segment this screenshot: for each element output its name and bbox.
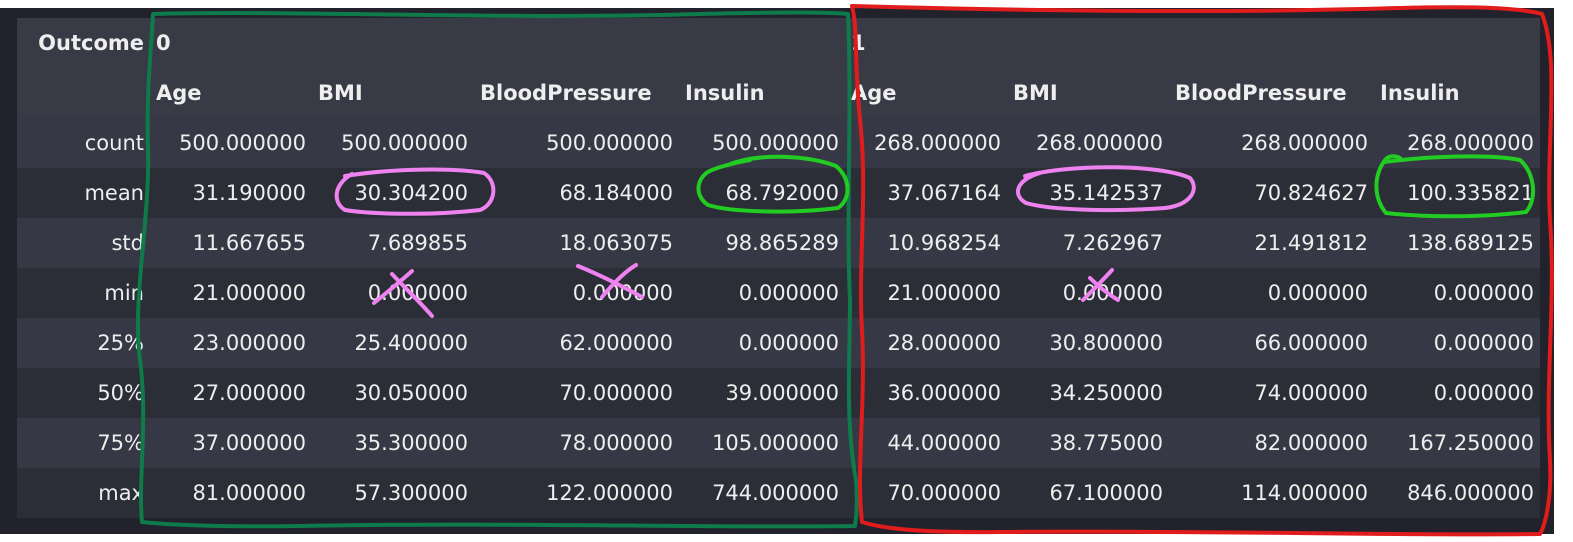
table-cell: 0.000000 — [1433, 381, 1534, 405]
table-cell: 138.689125 — [1407, 231, 1534, 255]
table-cell: 268.000000 — [1036, 131, 1163, 155]
table-cell: 57.300000 — [354, 481, 468, 505]
table-cell: 500.000000 — [712, 131, 839, 155]
table-cell: 30.800000 — [1049, 331, 1163, 355]
table-cell: 66.000000 — [1254, 331, 1368, 355]
row-label: max — [98, 481, 144, 505]
table-row: mean 31.190000 30.304200 68.184000 68.79… — [17, 168, 1540, 218]
column-header: Age — [851, 81, 897, 105]
table-cell: 268.000000 — [1241, 131, 1368, 155]
table-cell: 10.968254 — [887, 231, 1001, 255]
describe-table: Outcome 0 1 Age BMI BloodPressure Insuli… — [17, 18, 1540, 518]
index-name-header: Outcome — [38, 31, 144, 55]
table-cell: 21.491812 — [1254, 231, 1368, 255]
table-cell: 74.000000 — [1254, 381, 1368, 405]
table-cell: 78.000000 — [559, 431, 673, 455]
table-cell: 81.000000 — [192, 481, 306, 505]
table-cell: 39.000000 — [725, 381, 839, 405]
table-cell: 37.000000 — [192, 431, 306, 455]
column-header: Insulin — [1380, 81, 1460, 105]
column-header-row: Age BMI BloodPressure Insulin Age BMI Bl… — [17, 68, 1540, 118]
row-label: mean — [84, 181, 144, 205]
table-cell: 31.190000 — [192, 181, 306, 205]
group-header-1: 1 — [851, 31, 866, 55]
table-cell: 114.000000 — [1241, 481, 1368, 505]
table-cell: 25.400000 — [354, 331, 468, 355]
table-cell: 0.000000 — [572, 281, 673, 305]
table-cell: 0.000000 — [1433, 281, 1534, 305]
row-label: std — [111, 231, 144, 255]
table-cell: 36.000000 — [887, 381, 1001, 405]
table-cell: 7.689855 — [367, 231, 468, 255]
table-cell: 100.335821 — [1407, 181, 1534, 205]
table-row: max 81.000000 57.300000 122.000000 744.0… — [17, 468, 1540, 518]
table-cell: 0.000000 — [1062, 281, 1163, 305]
index-header-blank — [17, 68, 150, 118]
table-cell: 35.300000 — [354, 431, 468, 455]
table-cell: 70.000000 — [887, 481, 1001, 505]
group-header-row: Outcome 0 1 — [17, 18, 1540, 68]
table-cell: 105.000000 — [712, 431, 839, 455]
table-cell: 21.000000 — [887, 281, 1001, 305]
table-cell: 68.792000 — [725, 181, 839, 205]
table-cell: 0.000000 — [738, 281, 839, 305]
column-header: BMI — [1013, 81, 1058, 105]
table-cell: 744.000000 — [712, 481, 839, 505]
column-header: BMI — [318, 81, 363, 105]
table-row: 25% 23.000000 25.400000 62.000000 0.0000… — [17, 318, 1540, 368]
table-cell: 68.184000 — [559, 181, 673, 205]
table-cell: 37.067164 — [887, 181, 1001, 205]
row-label: 50% — [97, 381, 144, 405]
table-cell: 28.000000 — [887, 331, 1001, 355]
column-header: BloodPressure — [480, 81, 652, 105]
table-cell: 82.000000 — [1254, 431, 1368, 455]
column-header: BloodPressure — [1175, 81, 1347, 105]
group-header-0: 0 — [156, 31, 171, 55]
row-label: min — [104, 281, 144, 305]
table-cell: 500.000000 — [179, 131, 306, 155]
table-cell: 35.142537 — [1049, 181, 1163, 205]
table-cell: 44.000000 — [887, 431, 1001, 455]
table-cell: 7.262967 — [1062, 231, 1163, 255]
table-cell: 98.865289 — [725, 231, 839, 255]
table-row: 75% 37.000000 35.300000 78.000000 105.00… — [17, 418, 1540, 468]
table-cell: 500.000000 — [546, 131, 673, 155]
table-cell: 167.250000 — [1407, 431, 1534, 455]
column-header: Insulin — [685, 81, 765, 105]
table-cell: 30.304200 — [354, 181, 468, 205]
row-label: 75% — [97, 431, 144, 455]
table-cell: 11.667655 — [192, 231, 306, 255]
table-cell: 70.000000 — [559, 381, 673, 405]
table-cell: 70.824627 — [1254, 181, 1368, 205]
table-cell: 0.000000 — [1267, 281, 1368, 305]
table-cell: 122.000000 — [546, 481, 673, 505]
row-label: count — [84, 131, 144, 155]
table-cell: 30.050000 — [354, 381, 468, 405]
table-cell: 38.775000 — [1049, 431, 1163, 455]
table-cell: 500.000000 — [341, 131, 468, 155]
table-cell: 846.000000 — [1407, 481, 1534, 505]
table-cell: 62.000000 — [559, 331, 673, 355]
table-cell: 0.000000 — [367, 281, 468, 305]
table-cell: 21.000000 — [192, 281, 306, 305]
table-row: std 11.667655 7.689855 18.063075 98.8652… — [17, 218, 1540, 268]
table-cell: 18.063075 — [559, 231, 673, 255]
table-row: 50% 27.000000 30.050000 70.000000 39.000… — [17, 368, 1540, 418]
table-cell: 268.000000 — [1407, 131, 1534, 155]
table-cell: 67.100000 — [1049, 481, 1163, 505]
column-header: Age — [156, 81, 202, 105]
table-row: count 500.000000 500.000000 500.000000 5… — [17, 118, 1540, 168]
table-cell: 268.000000 — [874, 131, 1001, 155]
table-cell: 34.250000 — [1049, 381, 1163, 405]
table-cell: 0.000000 — [1433, 331, 1534, 355]
table-cell: 27.000000 — [192, 381, 306, 405]
table-row: min 21.000000 0.000000 0.000000 0.000000… — [17, 268, 1540, 318]
table-cell: 0.000000 — [738, 331, 839, 355]
table-cell: 23.000000 — [192, 331, 306, 355]
row-label: 25% — [97, 331, 144, 355]
